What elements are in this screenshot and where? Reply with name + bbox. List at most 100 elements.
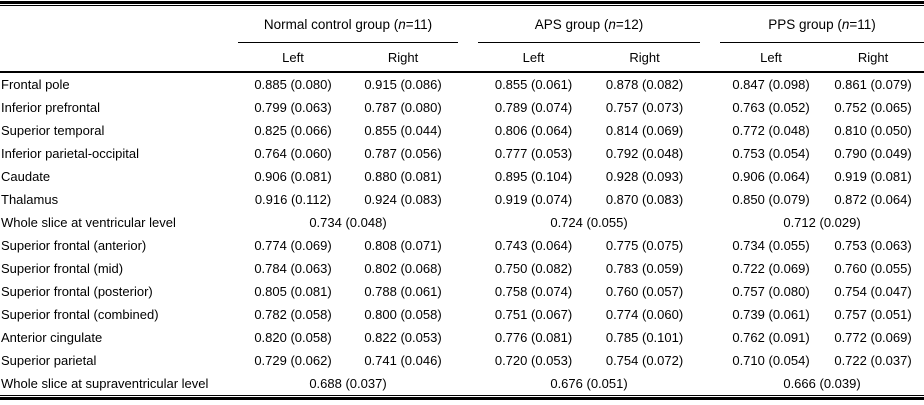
value-cell: 0.820 (0.058) xyxy=(254,330,332,345)
value-cell: 0.919 (0.074) xyxy=(494,192,573,207)
column-gap xyxy=(458,280,478,303)
value-cell: 0.734 (0.055) xyxy=(732,238,810,253)
value-cell: 0.763 (0.052) xyxy=(732,100,810,115)
value-cell: 0.799 (0.063) xyxy=(254,100,332,115)
value-cell: 0.822 (0.053) xyxy=(364,330,442,345)
column-gap xyxy=(458,326,478,349)
column-gap xyxy=(700,234,720,257)
column-gap xyxy=(700,211,720,234)
value-cell: 0.919 (0.081) xyxy=(834,169,912,184)
group-header-pps: PPS group (n=11) xyxy=(720,6,924,43)
table-row: Inferior parietal-occipital 0.764 (0.060)… xyxy=(0,142,924,165)
table-body: Frontal pole 0.885 (0.080) 0.915 (0.086) 0.… xyxy=(0,72,924,395)
column-gap xyxy=(700,96,720,119)
value-cell: 0.777 (0.053) xyxy=(494,146,573,161)
row-label-header xyxy=(0,42,238,73)
value-cell: 0.784 (0.063) xyxy=(254,261,332,276)
value-cell: 0.810 (0.050) xyxy=(834,123,912,138)
value-cell: 0.757 (0.073) xyxy=(605,100,684,115)
column-gap xyxy=(458,211,478,234)
value-cell: 0.783 (0.059) xyxy=(605,261,684,276)
table-row: Inferior prefrontal 0.799 (0.063) 0.787 (0… xyxy=(0,96,924,119)
value-cell: 0.872 (0.064) xyxy=(834,192,912,207)
value-cell: 0.806 (0.064) xyxy=(494,123,573,138)
row-label: Anterior cingulate xyxy=(1,330,103,345)
table-row: Whole slice at ventricular level 0.734 (0… xyxy=(0,211,924,234)
table-row: Whole slice at supraventricular level 0.6… xyxy=(0,372,924,395)
value-cell: 0.754 (0.047) xyxy=(834,284,912,299)
value-cell: 0.774 (0.069) xyxy=(254,238,332,253)
column-gap xyxy=(458,142,478,165)
table-row: Superior temporal 0.825 (0.066) 0.855 (0.0… xyxy=(0,119,924,142)
column-gap xyxy=(458,6,478,43)
row-label-header xyxy=(0,6,238,43)
value-cell-span: 0.676 (0.051) xyxy=(550,376,628,391)
row-label: Whole slice at supraventricular level xyxy=(1,376,209,391)
subheader-right: Right xyxy=(589,42,701,73)
column-gap xyxy=(700,257,720,280)
value-cell: 0.788 (0.061) xyxy=(364,284,442,299)
value-cell: 0.752 (0.065) xyxy=(834,100,912,115)
value-cell: 0.928 (0.093) xyxy=(605,169,684,184)
value-cell: 0.760 (0.055) xyxy=(834,261,912,276)
column-gap xyxy=(458,165,478,188)
row-label: Inferior parietal-occipital xyxy=(1,146,140,161)
value-cell: 0.722 (0.069) xyxy=(732,261,810,276)
value-cell: 0.792 (0.048) xyxy=(605,146,684,161)
value-cell: 0.885 (0.080) xyxy=(254,77,332,92)
value-cell: 0.790 (0.049) xyxy=(834,146,912,161)
table-row: Superior frontal (combined) 0.782 (0.058)… xyxy=(0,303,924,326)
subheader-row: Left Right Left Right Left Right xyxy=(0,42,924,73)
group-header-row: Normal control group (n=11) APS group (n… xyxy=(0,6,924,43)
column-gap xyxy=(700,72,720,96)
row-label: Superior frontal (mid) xyxy=(1,261,124,276)
row-label: Thalamus xyxy=(1,192,59,207)
value-cell: 0.800 (0.058) xyxy=(364,307,442,322)
value-cell: 0.720 (0.053) xyxy=(494,353,573,368)
value-cell: 0.758 (0.074) xyxy=(494,284,573,299)
column-gap xyxy=(700,280,720,303)
value-cell: 0.787 (0.056) xyxy=(364,146,442,161)
row-label: Frontal pole xyxy=(1,77,70,92)
table-row: Superior frontal (anterior) 0.774 (0.069)… xyxy=(0,234,924,257)
value-cell-span: 0.666 (0.039) xyxy=(783,376,861,391)
column-gap xyxy=(700,6,720,43)
value-cell: 0.764 (0.060) xyxy=(254,146,332,161)
row-label: Superior temporal xyxy=(1,123,105,138)
value-cell: 0.808 (0.071) xyxy=(364,238,442,253)
row-label: Caudate xyxy=(1,169,51,184)
column-gap xyxy=(458,96,478,119)
subheader-right: Right xyxy=(348,42,459,73)
value-cell: 0.743 (0.064) xyxy=(494,238,573,253)
value-cell: 0.878 (0.082) xyxy=(605,77,684,92)
value-cell: 0.855 (0.061) xyxy=(494,77,573,92)
value-cell: 0.729 (0.062) xyxy=(254,353,332,368)
roi-asymmetry-table: Normal control group (n=11) APS group (n… xyxy=(0,6,924,395)
value-cell-span: 0.724 (0.055) xyxy=(550,215,628,230)
value-cell: 0.776 (0.081) xyxy=(494,330,573,345)
value-cell: 0.825 (0.066) xyxy=(254,123,332,138)
row-label: Superior frontal (anterior) xyxy=(1,238,147,253)
value-cell: 0.814 (0.069) xyxy=(605,123,684,138)
value-cell: 0.762 (0.091) xyxy=(732,330,810,345)
column-gap xyxy=(700,165,720,188)
column-gap xyxy=(700,142,720,165)
column-gap xyxy=(458,349,478,372)
value-cell: 0.753 (0.054) xyxy=(732,146,810,161)
value-cell: 0.753 (0.063) xyxy=(834,238,912,253)
value-cell: 0.772 (0.069) xyxy=(834,330,912,345)
group-header-normal-control: Normal control group (n=11) xyxy=(238,6,459,43)
value-cell: 0.924 (0.083) xyxy=(364,192,442,207)
value-cell: 0.880 (0.081) xyxy=(364,169,442,184)
row-label: Superior parietal xyxy=(1,353,97,368)
column-gap xyxy=(458,257,478,280)
column-gap xyxy=(700,349,720,372)
table-row: Anterior cingulate 0.820 (0.058) 0.822 (0.… xyxy=(0,326,924,349)
column-gap xyxy=(458,188,478,211)
group-header-aps: APS group (n=12) xyxy=(478,6,701,43)
value-cell: 0.906 (0.064) xyxy=(732,169,810,184)
table-row: Superior frontal (mid) 0.784 (0.063) 0.802… xyxy=(0,257,924,280)
value-cell: 0.847 (0.098) xyxy=(732,77,810,92)
column-gap xyxy=(700,188,720,211)
column-gap xyxy=(700,372,720,395)
